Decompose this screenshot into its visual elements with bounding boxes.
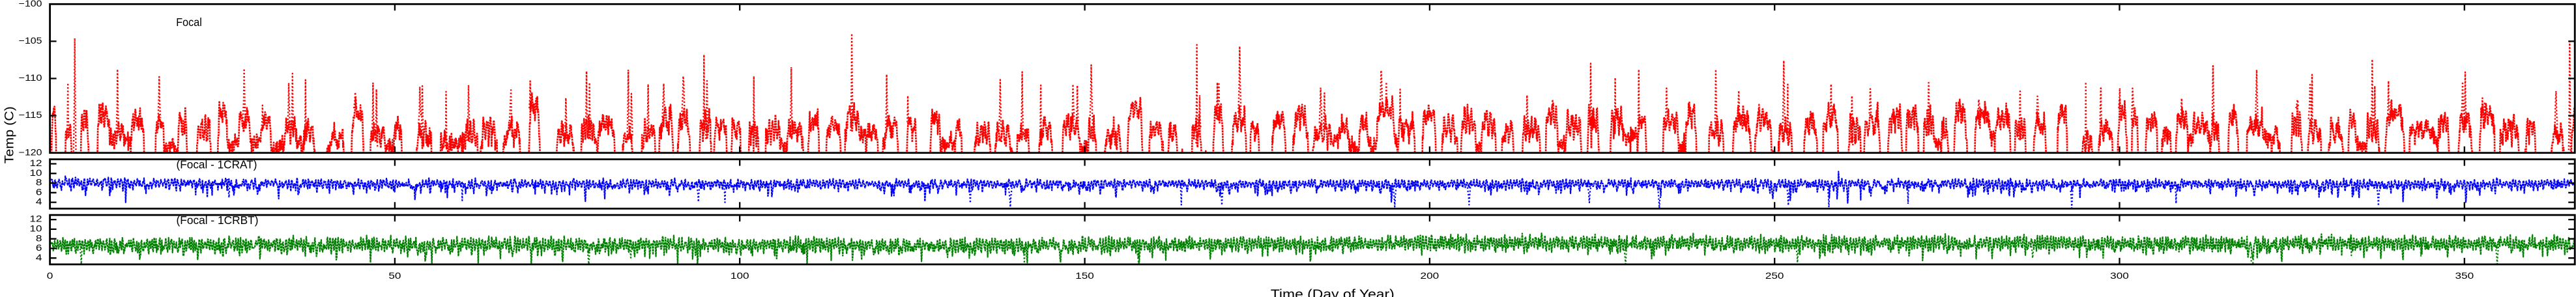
svg-text:50: 50: [388, 271, 401, 281]
svg-text:−115: −115: [19, 110, 42, 120]
svg-text:−100: −100: [19, 0, 42, 8]
svg-text:8: 8: [36, 233, 42, 243]
svg-text:Focal: Focal: [176, 16, 202, 29]
svg-text:10: 10: [30, 223, 42, 233]
svg-text:Temp (C): Temp (C): [3, 106, 17, 163]
svg-text:150: 150: [1075, 271, 1094, 281]
svg-text:10: 10: [30, 168, 42, 178]
svg-text:100: 100: [731, 271, 749, 281]
svg-text:0: 0: [47, 271, 53, 281]
svg-text:12: 12: [30, 214, 42, 224]
svg-text:6: 6: [36, 243, 42, 253]
svg-text:8: 8: [36, 178, 42, 188]
svg-text:12: 12: [30, 158, 42, 168]
svg-text:6: 6: [36, 187, 42, 197]
svg-text:(Focal - 1CRAT): (Focal - 1CRAT): [177, 158, 257, 171]
svg-text:Time (Day of Year): Time (Day of Year): [1271, 288, 1395, 297]
svg-text:4: 4: [36, 197, 42, 206]
svg-text:200: 200: [1421, 271, 1440, 281]
svg-text:350: 350: [2455, 271, 2474, 281]
svg-text:(Focal - 1CRBT): (Focal - 1CRBT): [177, 214, 259, 227]
svg-text:−110: −110: [19, 73, 42, 83]
svg-text:300: 300: [2110, 271, 2129, 281]
svg-text:4: 4: [36, 253, 42, 262]
svg-text:−105: −105: [19, 36, 42, 46]
svg-text:250: 250: [1765, 271, 1784, 281]
svg-text:−120: −120: [19, 147, 42, 157]
